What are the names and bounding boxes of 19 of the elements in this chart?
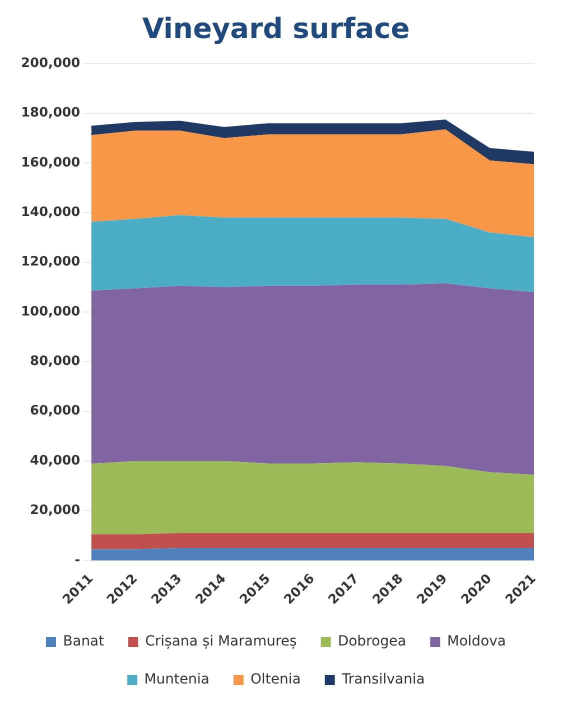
legend-label: Transilvania <box>340 672 425 688</box>
chart-title: Vineyard surface <box>142 12 410 46</box>
legend-label: Muntenia <box>144 672 210 688</box>
legend-label: Banat <box>63 634 105 650</box>
y-tick-label: 180,000 <box>20 106 80 121</box>
legend-label: Oltenia <box>250 672 301 688</box>
y-tick-label: 200,000 <box>20 56 80 71</box>
y-tick-label: 20,000 <box>30 503 80 518</box>
legend-label: Dobrogea <box>338 634 406 650</box>
y-tick-label: 140,000 <box>20 205 80 220</box>
y-tick-label: 80,000 <box>30 354 80 370</box>
y-tick-label: 120,000 <box>20 254 80 270</box>
y-tick-label: 100,000 <box>20 304 80 320</box>
y-tick-label: 40,000 <box>30 453 80 468</box>
y-tick-label: - <box>74 552 80 568</box>
legend-label: Moldova <box>447 634 506 650</box>
y-tick-label: 60,000 <box>30 404 80 419</box>
y-tick-label: 160,000 <box>20 155 80 170</box>
legend-label: Crișana și Maramureș <box>145 634 297 650</box>
